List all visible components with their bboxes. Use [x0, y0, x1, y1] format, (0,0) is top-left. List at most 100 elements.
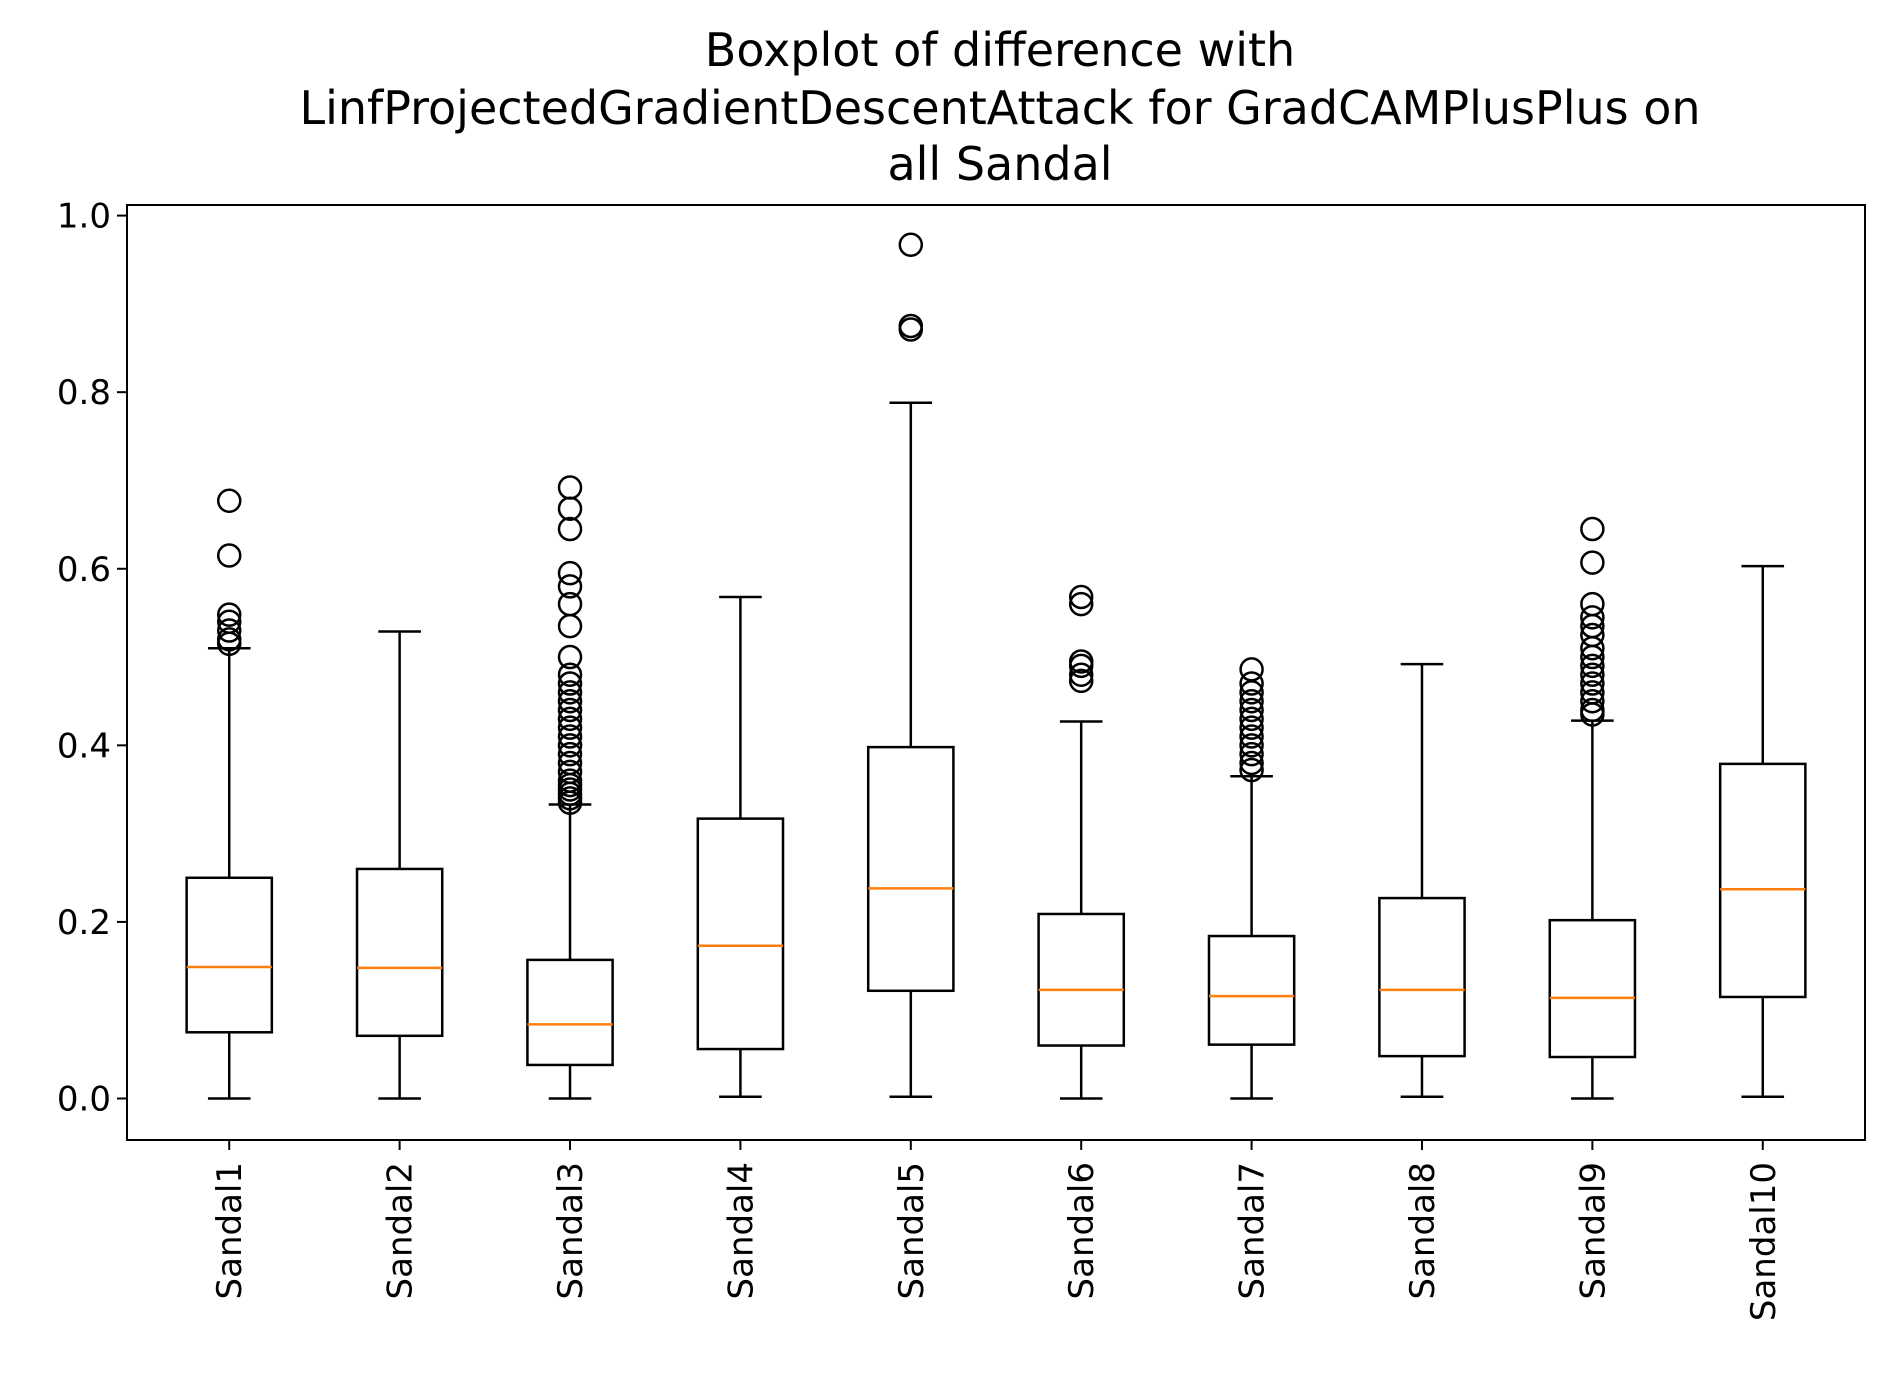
x-tick-label: Sandal7 [1233, 1162, 1273, 1299]
flier-point [1239, 715, 1264, 740]
box [1378, 896, 1466, 1058]
flier-point [216, 488, 242, 514]
chart-title-line-1: Boxplot of difference with [705, 23, 1295, 77]
box [1207, 934, 1296, 1046]
flier-point [1068, 591, 1094, 617]
flier-point [557, 724, 583, 749]
box-group-sandal5 [866, 232, 955, 1098]
chart-title-line-3: all Sandal [887, 137, 1112, 191]
flier-point [557, 741, 583, 767]
box [185, 876, 274, 1034]
axes-frame [126, 204, 1866, 1141]
box-group-sandal7 [1207, 657, 1296, 1100]
x-tick-label: Sandal10 [1744, 1162, 1784, 1321]
box [696, 817, 785, 1051]
flier-point [1580, 516, 1605, 542]
flier-point [1580, 688, 1605, 714]
box [1037, 912, 1126, 1047]
flier-point [557, 671, 583, 696]
flier-point [557, 662, 583, 687]
flier-point [557, 475, 583, 500]
box-group-sandal1 [185, 488, 274, 1100]
x-tick-label: Sandal6 [1062, 1162, 1102, 1299]
flier-point [557, 733, 583, 758]
flier-point [1580, 591, 1605, 617]
flier-point [557, 768, 583, 793]
x-tick-label: Sandal5 [892, 1162, 932, 1299]
y-tick-label: 1.0 [57, 197, 111, 237]
flier-point [1580, 550, 1605, 575]
y-tick-label: 0.6 [57, 550, 111, 590]
chart-title-line-2: LinfProjectedGradientDescentAttack for G… [299, 81, 1700, 135]
flier-point [216, 543, 242, 568]
x-tick-label: Sandal4 [721, 1162, 761, 1299]
flier-point [1580, 671, 1605, 696]
box-group-sandal2 [355, 630, 444, 1100]
box-group-sandal3 [526, 475, 614, 1100]
y-tick-label: 0.4 [57, 726, 111, 766]
chart-title: Boxplot of difference with LinfProjected… [299, 23, 1700, 191]
flier-point [216, 627, 242, 652]
box [355, 867, 444, 1038]
x-tick-label: Sandal3 [551, 1162, 591, 1299]
flier-point [557, 644, 583, 670]
flier-point [1239, 671, 1264, 696]
box-group-sandal6 [1037, 584, 1126, 1100]
flier-point [557, 680, 583, 705]
flier-point [898, 313, 924, 339]
y-axis: 0.0 0.2 0.4 0.6 0.8 1.0 [57, 197, 127, 1120]
flier-point [1239, 750, 1264, 776]
y-tick-label: 0.0 [57, 1080, 111, 1120]
flier-point [216, 609, 242, 634]
box-group-sandal8 [1378, 662, 1466, 1098]
box [1548, 918, 1637, 1059]
flier-point [1239, 741, 1264, 767]
flier-point [1580, 662, 1605, 687]
box-group-sandal10 [1718, 564, 1807, 1098]
flier-point [1068, 668, 1094, 694]
flier-point [557, 706, 583, 732]
x-tick-label: Sandal9 [1573, 1162, 1613, 1299]
box-group-sandal4 [696, 595, 785, 1098]
flier-point [1580, 605, 1605, 630]
x-tick-label: Sandal1 [210, 1162, 250, 1299]
x-axis: Sandal1 Sandal2 Sandal3 Sandal4 Sandal5 Sanda… [210, 1140, 1784, 1321]
flier-point [1239, 757, 1264, 783]
plot-area [185, 232, 1807, 1100]
flier-point [216, 618, 242, 643]
flier-point [1580, 697, 1605, 723]
flier-point [1580, 680, 1605, 705]
flier-point [557, 750, 583, 776]
flier-point [557, 759, 583, 785]
flier-point [1239, 724, 1264, 749]
y-tick-label: 0.2 [57, 903, 111, 943]
flier-point [557, 516, 583, 542]
flier-point [557, 574, 583, 599]
flier-point [898, 232, 924, 257]
flier-point [1239, 706, 1264, 732]
flier-point [1239, 733, 1264, 758]
flier-point [1239, 688, 1264, 714]
x-tick-label: Sandal2 [381, 1162, 421, 1299]
flier-point [557, 688, 583, 714]
flier-point [557, 697, 583, 723]
y-tick-label: 0.8 [57, 373, 111, 413]
box-group-sandal9 [1548, 516, 1637, 1100]
flier-point [1580, 622, 1605, 648]
flier-point [557, 560, 583, 586]
x-tick-label: Sandal8 [1403, 1162, 1443, 1299]
flier-point [1068, 649, 1094, 674]
flier-point [1068, 584, 1094, 610]
flier-point [1239, 697, 1264, 723]
flier-point [1580, 653, 1605, 679]
flier-point [1068, 662, 1094, 687]
flier-point [1239, 657, 1264, 682]
box [526, 958, 614, 1067]
flier-point [557, 715, 583, 740]
flier-point [216, 602, 242, 627]
flier-point [557, 591, 583, 617]
box [866, 745, 955, 993]
box [1718, 762, 1807, 999]
